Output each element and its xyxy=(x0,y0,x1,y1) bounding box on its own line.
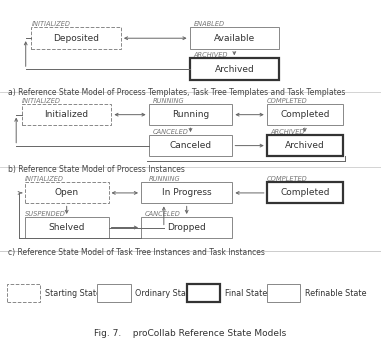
Bar xyxy=(141,182,232,203)
Text: ARCHIVED: ARCHIVED xyxy=(193,52,228,58)
Text: Refinable State: Refinable State xyxy=(305,289,366,297)
Text: Canceled: Canceled xyxy=(170,141,211,150)
Text: RUNNING: RUNNING xyxy=(149,177,180,182)
Text: Running: Running xyxy=(172,110,209,119)
Text: Archived: Archived xyxy=(215,65,254,74)
Bar xyxy=(149,135,232,156)
Text: INITIALIZED: INITIALIZED xyxy=(32,21,70,27)
Text: Available: Available xyxy=(214,34,255,43)
Text: Initialized: Initialized xyxy=(45,110,89,119)
Bar xyxy=(25,182,109,203)
Text: Archived: Archived xyxy=(285,141,325,150)
Text: Completed: Completed xyxy=(280,189,330,197)
Text: Completed: Completed xyxy=(280,110,330,119)
Bar xyxy=(187,284,220,302)
Bar xyxy=(267,284,300,302)
Bar xyxy=(32,27,121,49)
Bar xyxy=(7,284,40,302)
Bar xyxy=(22,104,111,125)
Bar xyxy=(149,104,232,125)
Bar xyxy=(149,135,232,156)
Text: SUSPENDED: SUSPENDED xyxy=(25,211,66,217)
Text: COMPLETED: COMPLETED xyxy=(267,98,307,104)
Bar xyxy=(267,135,343,156)
Text: Final State: Final State xyxy=(225,289,267,297)
Text: Starting State: Starting State xyxy=(45,289,101,297)
Bar xyxy=(141,182,232,203)
Bar xyxy=(267,182,343,203)
Bar xyxy=(25,217,109,238)
Text: ENABLED: ENABLED xyxy=(193,21,224,27)
Text: COMPLETED: COMPLETED xyxy=(267,177,307,182)
Text: INITIALIZED: INITIALIZED xyxy=(22,98,61,104)
Bar xyxy=(141,217,232,238)
Text: Deposited: Deposited xyxy=(53,34,99,43)
Bar xyxy=(267,284,300,302)
Bar xyxy=(189,58,279,80)
Text: b) Reference State Model of Process Instances: b) Reference State Model of Process Inst… xyxy=(8,165,184,174)
Text: Fig. 7.    proCollab Reference State Models: Fig. 7. proCollab Reference State Models xyxy=(94,329,287,337)
Text: Ordinary State: Ordinary State xyxy=(135,289,194,297)
Text: In Progress: In Progress xyxy=(162,189,211,197)
Text: ARCHIVED: ARCHIVED xyxy=(271,129,305,135)
Bar xyxy=(149,104,232,125)
Text: Shelved: Shelved xyxy=(48,223,85,232)
Text: Dropped: Dropped xyxy=(167,223,206,232)
Text: Open: Open xyxy=(54,189,79,197)
Bar xyxy=(25,217,109,238)
Bar xyxy=(267,104,343,125)
Text: CANCELED: CANCELED xyxy=(145,211,181,217)
Text: CANCELED: CANCELED xyxy=(152,129,188,135)
Text: a) Reference State Model of Process Templates, Task Tree Templates and Task Temp: a) Reference State Model of Process Temp… xyxy=(8,88,345,98)
Text: RUNNING: RUNNING xyxy=(152,98,184,104)
Bar xyxy=(189,27,279,49)
Bar xyxy=(97,284,131,302)
Text: INITIALIZED: INITIALIZED xyxy=(25,177,64,182)
Bar xyxy=(267,104,343,125)
Text: c) Reference State Model of Task Tree Instances and Task Instances: c) Reference State Model of Task Tree In… xyxy=(8,248,264,257)
Bar xyxy=(189,27,279,49)
